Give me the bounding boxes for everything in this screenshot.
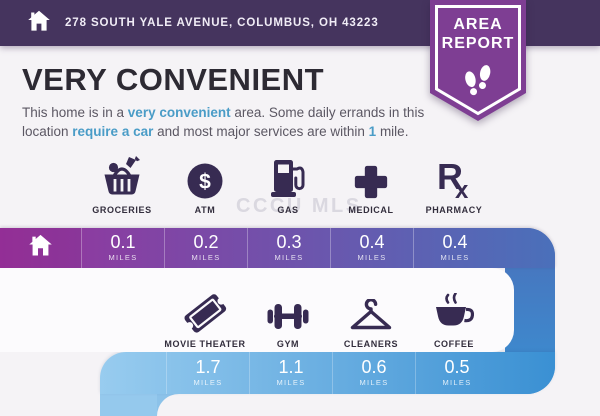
distance-cell-movie-theater: 1.7 MILES xyxy=(166,352,249,394)
distance-value: 0.4 xyxy=(359,232,385,252)
distance-cell-gym: 1.1 MILES xyxy=(249,352,332,394)
service-medical: MEDICAL xyxy=(329,155,413,215)
distance-unit: MILES xyxy=(193,378,223,387)
distance-bar-row1: 0.1 MILES 0.2 MILES 0.3 MILES 0.4 MILES … xyxy=(0,228,555,268)
service-label: ATM xyxy=(194,205,216,215)
desc-highlight-convenience: very convenient xyxy=(127,105,231,120)
home-icon xyxy=(27,233,54,263)
service-gas: GAS xyxy=(246,155,330,215)
gas-pump-icon xyxy=(246,155,330,201)
distance-value: 0.2 xyxy=(193,232,219,252)
distance-unit: MILES xyxy=(191,253,221,262)
distance-cell-groceries: 0.1 MILES xyxy=(81,228,164,268)
distance-value: 0.6 xyxy=(361,357,387,377)
service-gym: GYM xyxy=(246,289,330,349)
bar-corner xyxy=(157,394,183,416)
service-label: MOVIE THEATER xyxy=(164,339,246,349)
ticket-icon xyxy=(163,289,247,335)
dollar-glyph: $ xyxy=(199,171,211,194)
desc-seg: area. Some daily errands in this locatio… xyxy=(22,105,425,139)
service-label: GROCERIES xyxy=(92,205,152,215)
groceries-icon xyxy=(80,155,164,201)
home-icon xyxy=(26,9,52,38)
service-groceries: GROCERIES xyxy=(80,155,164,215)
badge-line1: AREA xyxy=(453,16,503,33)
desc-highlight-car: require a car xyxy=(72,124,154,139)
badge-title: AREA REPORT xyxy=(430,15,526,53)
distance-cell-coffee: 0.5 MILES xyxy=(415,352,498,394)
distance-unit: MILES xyxy=(108,253,138,262)
distance-unit: MILES xyxy=(276,378,306,387)
service-label: MEDICAL xyxy=(348,205,394,215)
hanger-icon xyxy=(329,289,413,335)
dumbbell-icon xyxy=(246,289,330,335)
area-report-badge: AREA REPORT xyxy=(430,0,526,124)
distance-cell-pharmacy: 0.4 MILES xyxy=(413,228,496,268)
row2-icons-panel xyxy=(0,268,514,352)
distance-value: 1.7 xyxy=(195,357,221,377)
service-atm: $ ATM xyxy=(163,155,247,215)
rx-icon: R x xyxy=(412,155,496,205)
service-movie-theater: MOVIE THEATER xyxy=(163,289,247,349)
property-address: 278 SOUTH YALE AVENUE, COLUMBUS, OH 4322… xyxy=(65,17,379,29)
service-label: PHARMACY xyxy=(425,205,483,215)
service-label: COFFEE xyxy=(433,339,475,349)
badge-line2: REPORT xyxy=(441,35,515,52)
row1-home-cell xyxy=(0,228,81,268)
distance-value: 0.4 xyxy=(442,232,468,252)
distance-unit: MILES xyxy=(357,253,387,262)
rx-letter-x: x xyxy=(455,177,469,204)
distance-cell-atm: 0.2 MILES xyxy=(164,228,247,268)
service-label: CLEANERS xyxy=(343,339,399,349)
desc-highlight-distance: 1 xyxy=(368,124,377,139)
distance-value: 0.5 xyxy=(444,357,470,377)
distance-unit: MILES xyxy=(440,253,470,262)
watermark: CCCU MLS xyxy=(236,195,362,217)
medical-cross-icon xyxy=(329,155,413,201)
description-text: This home is in a very convenient area. … xyxy=(22,103,460,141)
distance-bar-row2: 1.7 MILES 1.1 MILES 0.6 MILES 0.5 MILES xyxy=(100,352,555,394)
atm-icon: $ xyxy=(163,155,247,201)
distance-unit: MILES xyxy=(442,378,472,387)
distance-value: 0.1 xyxy=(110,232,136,252)
distance-unit: MILES xyxy=(359,378,389,387)
desc-seg: This home is in a xyxy=(22,105,128,120)
distance-cell-cleaners: 0.6 MILES xyxy=(332,352,415,394)
distance-cell-medical: 0.4 MILES xyxy=(330,228,413,268)
page-title: VERY CONVENIENT xyxy=(22,62,325,97)
distance-unit: MILES xyxy=(274,253,304,262)
desc-seg: and most major services are within xyxy=(153,124,369,139)
service-label: GAS xyxy=(277,205,299,215)
rx-letter-r: R xyxy=(437,156,463,197)
service-label: GYM xyxy=(276,339,300,349)
distance-value: 0.3 xyxy=(276,232,302,252)
service-cleaners: CLEANERS xyxy=(329,289,413,349)
service-pharmacy: R x PHARMACY xyxy=(412,155,496,216)
coffee-cup-icon xyxy=(412,289,496,335)
distance-cell-gas: 0.3 MILES xyxy=(247,228,330,268)
distance-value: 1.1 xyxy=(278,357,304,377)
service-coffee: COFFEE xyxy=(412,289,496,349)
desc-seg: mile. xyxy=(376,124,409,139)
